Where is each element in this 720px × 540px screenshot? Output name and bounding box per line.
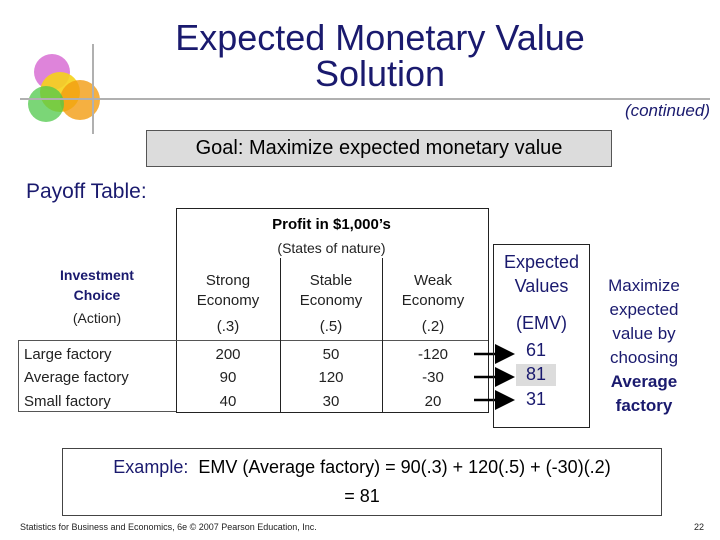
table-cell: 50 (322, 346, 340, 363)
expected-values-header: Expected Values (503, 252, 580, 296)
investment-choice-header: Investment Choice (60, 267, 134, 303)
table-row-separator (18, 340, 488, 341)
probability-strong: (.3) (216, 318, 240, 335)
probability-weak: (.2) (421, 318, 445, 335)
column-divider (280, 258, 281, 412)
row-label-small: Small factory (24, 393, 111, 410)
row-label-average: Average factory (24, 369, 129, 386)
example-formula: EMV (Average factory) = 90(.3) + 120(.5)… (198, 457, 611, 477)
conclusion-text: Maximize expected value by choosing Aver… (608, 276, 680, 415)
decorative-horizontal-line (20, 98, 710, 100)
arrows-to-emv (474, 344, 515, 410)
table-cell: 120 (318, 369, 344, 386)
example-box: Example: EMV (Average factory) = 90(.3) … (62, 448, 662, 516)
action-label: (Action) (72, 310, 122, 326)
table-cell: 90 (219, 369, 237, 386)
slide-title: Expected Monetary Value Solution (175, 17, 585, 94)
emv-label: (EMV) (516, 313, 567, 333)
emv-highlight (516, 364, 556, 386)
row-label-large: Large factory (24, 346, 112, 363)
column-header-strong: Strong Economy (196, 272, 260, 309)
expected-values-box (493, 244, 590, 428)
page-number: 22 (693, 522, 704, 532)
column-divider (382, 258, 383, 412)
payoff-table-frame (176, 208, 489, 413)
emv-value-small: 31 (525, 389, 547, 409)
table-cell: 200 (215, 346, 241, 363)
example-prefix: Example: (113, 457, 189, 477)
table-bottom-border (176, 412, 488, 413)
table-cell: 40 (219, 393, 237, 410)
emv-value-average: 81 (525, 364, 547, 384)
column-header-stable: Stable Economy (299, 272, 363, 309)
states-header: (States of nature) (277, 240, 386, 256)
emv-value-large: 61 (525, 340, 547, 360)
decorative-circles-logo (28, 54, 100, 122)
footer-copyright: Statistics for Business and Economics, 6… (20, 522, 317, 532)
payoff-table-label: Payoff Table: (26, 180, 147, 203)
column-header-weak: Weak Economy (401, 272, 465, 309)
probability-stable: (.5) (319, 318, 343, 335)
profit-header: Profit in $1,000’s (272, 216, 391, 233)
table-cell: 20 (424, 393, 442, 410)
decorative-vertical-line (92, 44, 94, 134)
table-cell: 30 (322, 393, 340, 410)
example-result: = 81 (344, 486, 380, 506)
goal-box: Goal: Maximize expected monetary value (146, 130, 612, 167)
table-left-border (18, 340, 176, 412)
table-cell: -30 (422, 369, 444, 386)
continued-label: (continued) (624, 101, 710, 120)
table-cell: -120 (417, 346, 449, 363)
